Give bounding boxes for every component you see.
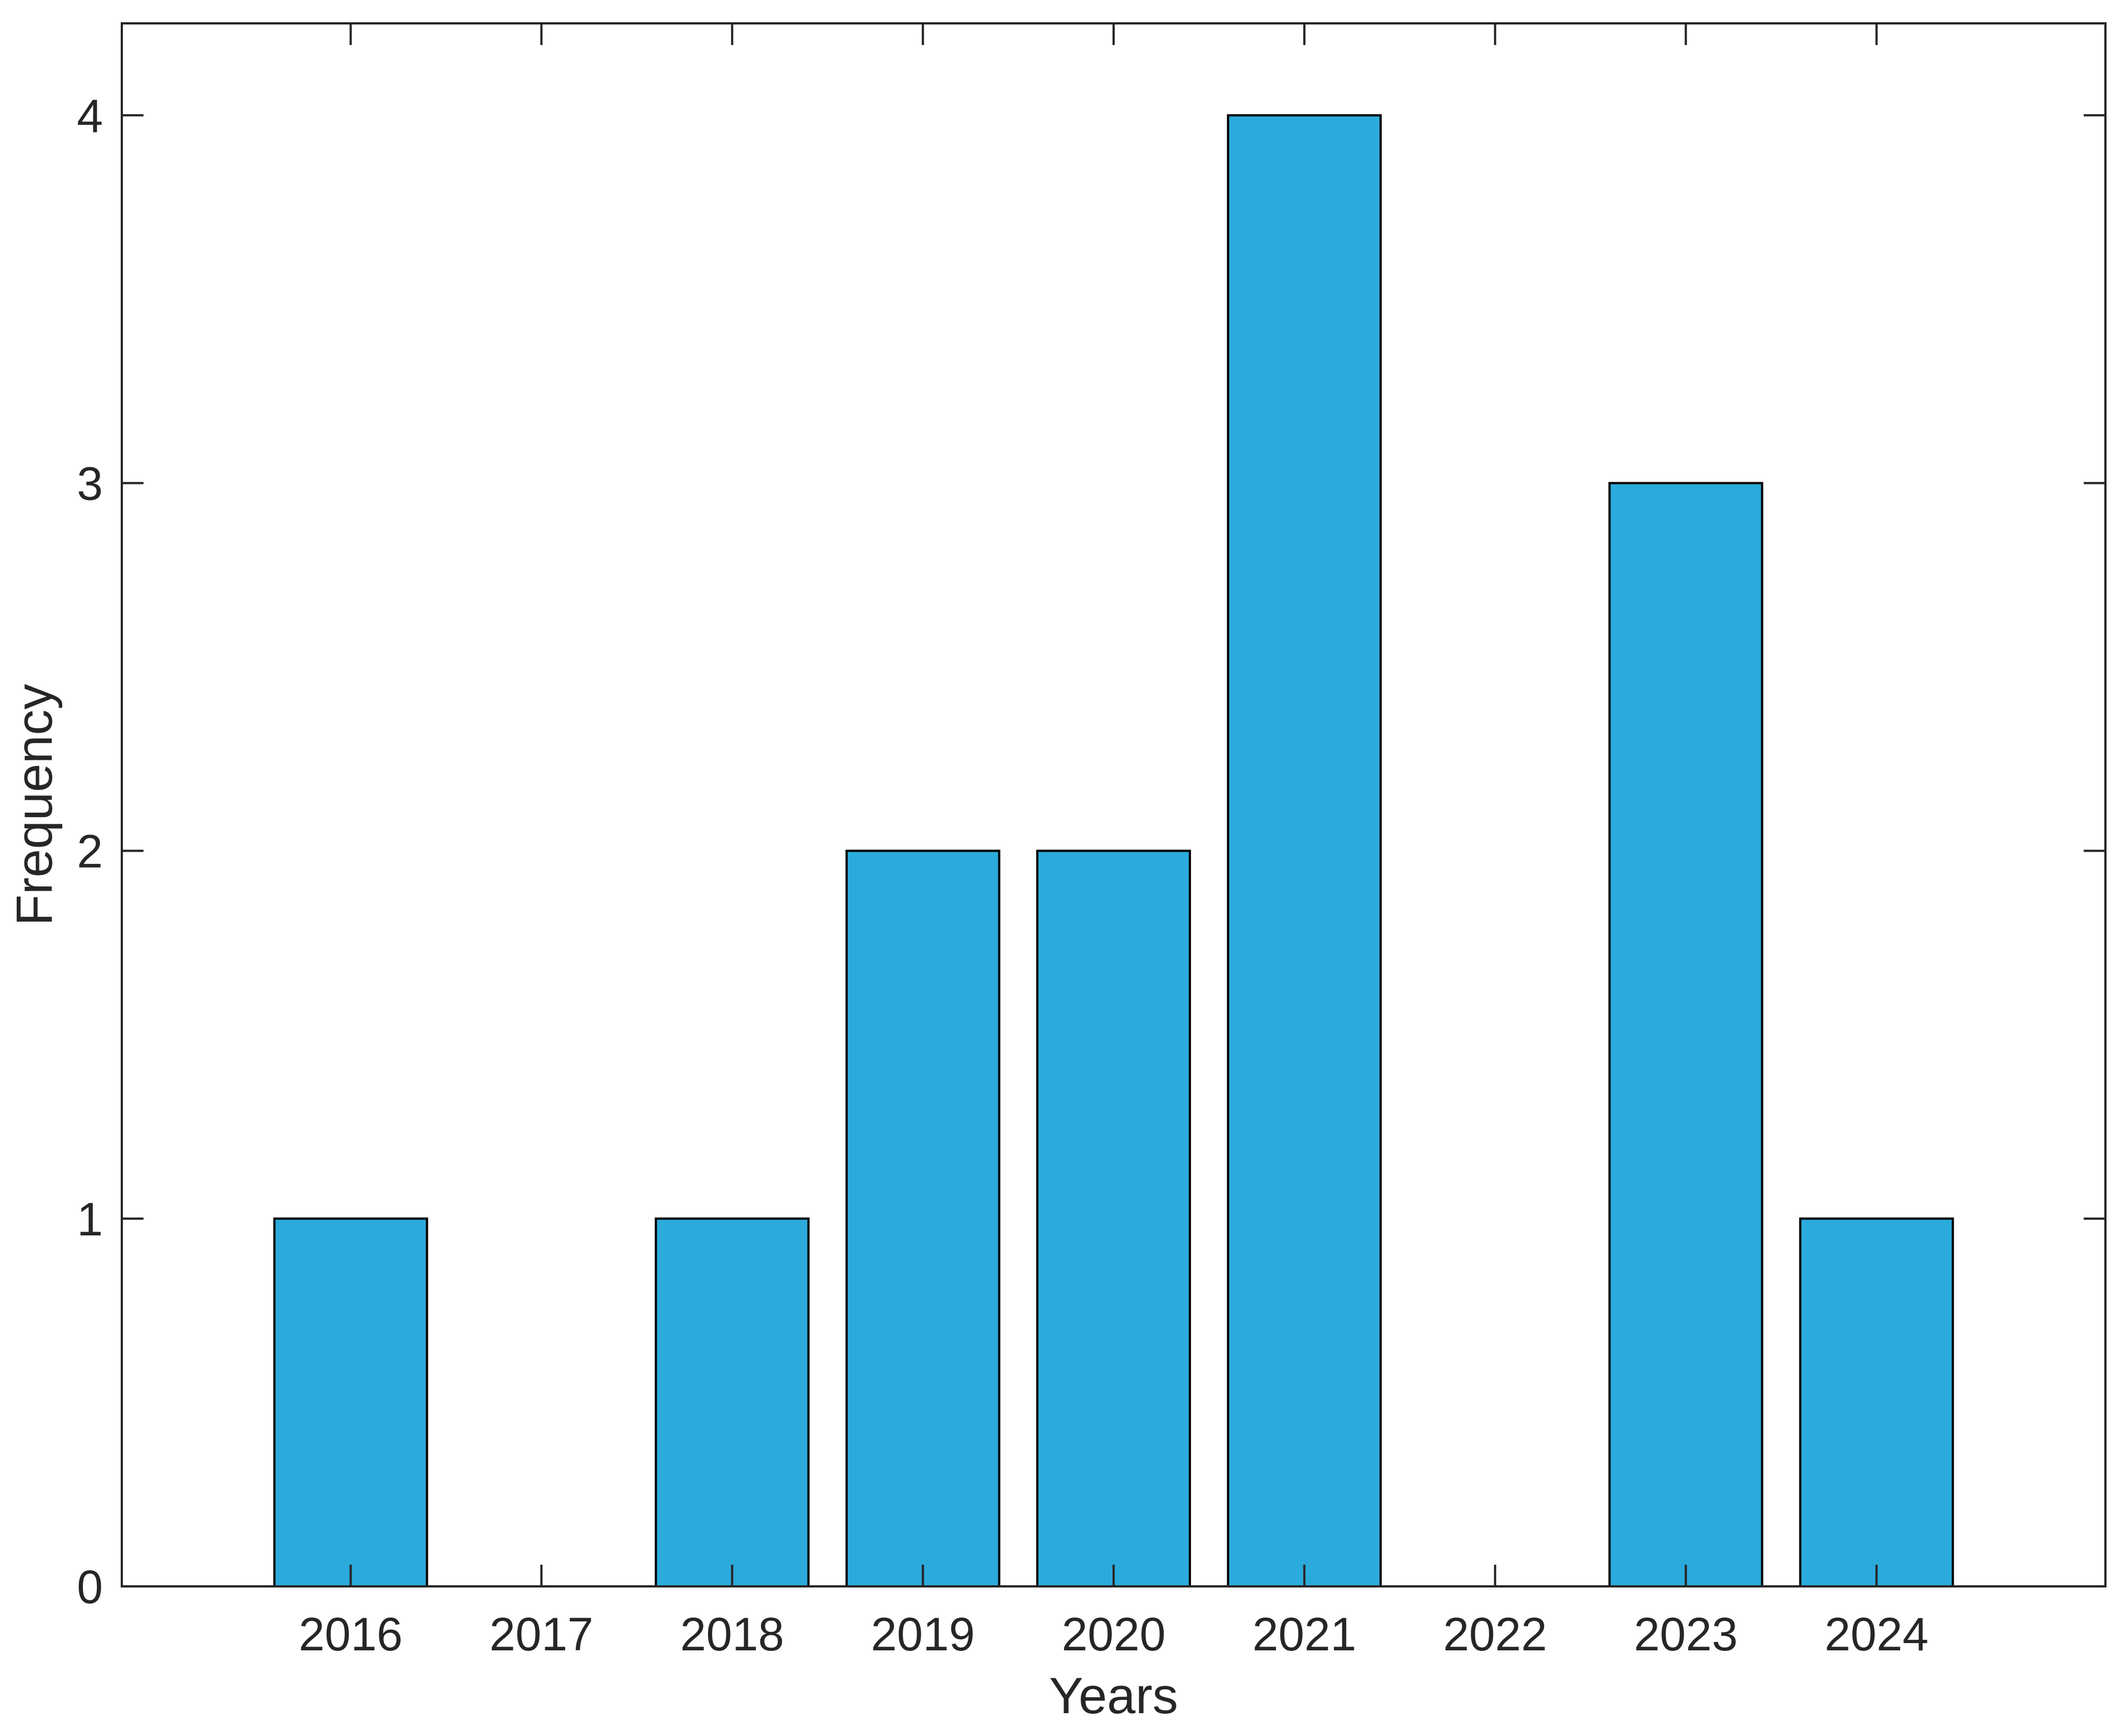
y-tick-label-1: 1: [77, 1193, 103, 1245]
x-tick-label-2016: 2016: [299, 1608, 403, 1660]
y-tick-label-3: 3: [77, 457, 103, 510]
bars-group: [273, 114, 1954, 1588]
bar-2021: [1227, 114, 1382, 1587]
y-tick-label-0: 0: [77, 1561, 103, 1613]
x-tick-label-2017: 2017: [490, 1608, 594, 1660]
x-axis-title: Years: [1049, 1668, 1178, 1724]
bar-2016: [273, 1217, 428, 1588]
x-tick-label-2021: 2021: [1252, 1608, 1356, 1660]
x-tick-label-2018: 2018: [680, 1608, 784, 1660]
x-tick-label-2020: 2020: [1062, 1608, 1166, 1660]
bar-2024: [1799, 1217, 1954, 1588]
y-tick-label-2: 2: [77, 825, 103, 878]
bar-2019: [846, 849, 1001, 1587]
x-tick-label-2022: 2022: [1443, 1608, 1547, 1660]
bar-2020: [1036, 849, 1191, 1587]
x-tick-label-2019: 2019: [871, 1608, 975, 1660]
x-tick-label-2024: 2024: [1825, 1608, 1929, 1660]
y-tick-label-4: 4: [77, 90, 103, 142]
y-axis-title: Frequency: [6, 684, 63, 926]
tick-labels-group: 2016 2017 2018 2019 2020 2021 2022 2023 2024 0 1 2 3…: [77, 90, 1929, 1660]
bar-2018: [655, 1217, 810, 1588]
bar-2023: [1608, 482, 1763, 1587]
plot-border: [121, 22, 2107, 1587]
x-tick-label-2023: 2023: [1634, 1608, 1738, 1660]
ticks-group: [122, 23, 2105, 1587]
